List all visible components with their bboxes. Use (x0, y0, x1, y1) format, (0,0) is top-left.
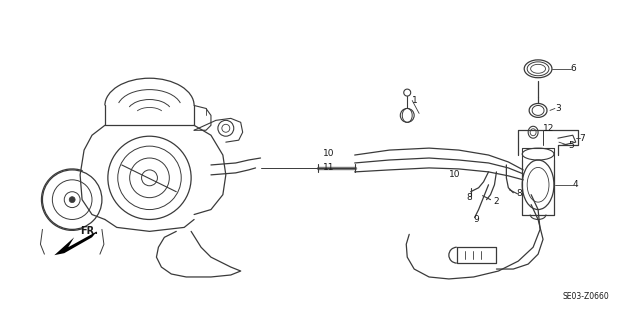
Text: FR.: FR. (80, 226, 98, 236)
Text: 12: 12 (543, 124, 554, 133)
Text: 10: 10 (449, 170, 460, 179)
Text: 6: 6 (571, 64, 577, 73)
Text: 3: 3 (555, 104, 561, 113)
Text: 5: 5 (568, 141, 573, 150)
Polygon shape (54, 231, 97, 255)
Text: 4: 4 (573, 180, 579, 189)
Text: 11: 11 (323, 163, 335, 173)
Text: 8: 8 (467, 193, 472, 202)
Text: 1: 1 (412, 96, 418, 105)
Text: SE03-Z0660: SE03-Z0660 (563, 292, 610, 301)
Text: 8: 8 (516, 189, 522, 198)
Text: 10: 10 (323, 149, 335, 158)
Text: 2: 2 (493, 197, 499, 206)
Text: 9: 9 (474, 215, 479, 224)
Circle shape (69, 197, 75, 203)
Text: 7: 7 (580, 134, 586, 143)
